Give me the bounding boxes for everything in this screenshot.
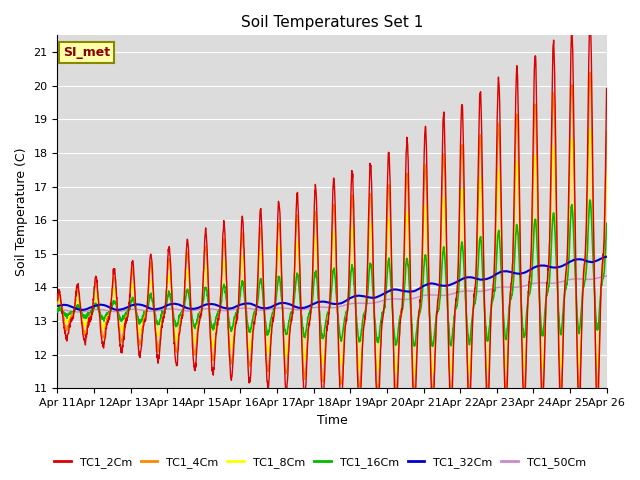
X-axis label: Time: Time bbox=[317, 414, 348, 427]
Text: SI_met: SI_met bbox=[63, 46, 110, 59]
Y-axis label: Soil Temperature (C): Soil Temperature (C) bbox=[15, 147, 28, 276]
Legend: TC1_2Cm, TC1_4Cm, TC1_8Cm, TC1_16Cm, TC1_32Cm, TC1_50Cm: TC1_2Cm, TC1_4Cm, TC1_8Cm, TC1_16Cm, TC1… bbox=[49, 452, 591, 472]
Title: Soil Temperatures Set 1: Soil Temperatures Set 1 bbox=[241, 15, 423, 30]
